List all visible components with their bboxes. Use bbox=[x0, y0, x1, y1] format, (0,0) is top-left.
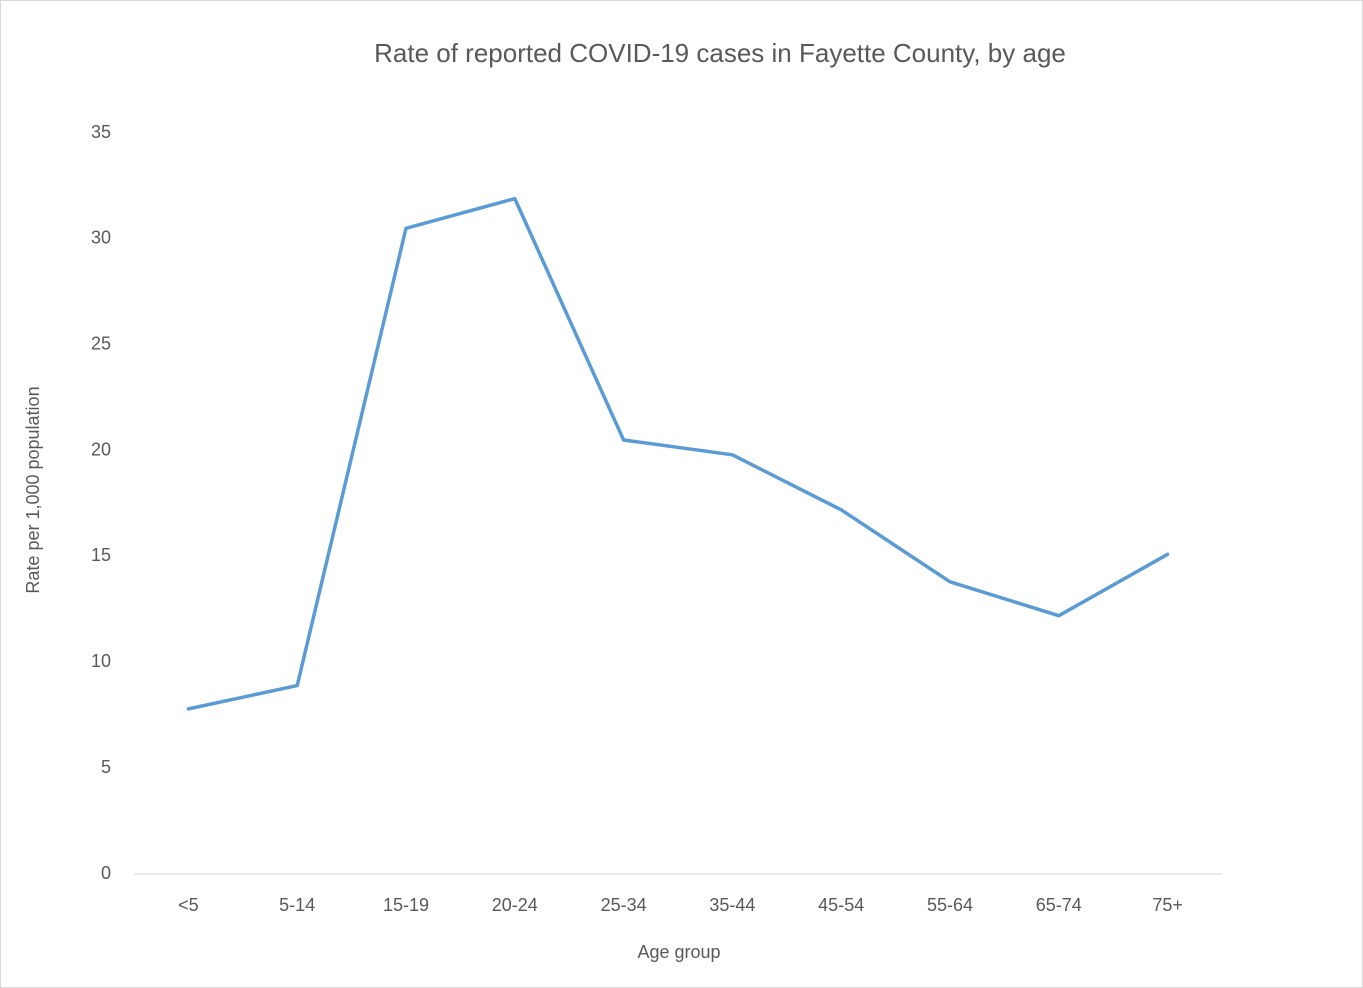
x-tick-label: 25-34 bbox=[601, 895, 647, 915]
x-tick-label: 20-24 bbox=[492, 895, 538, 915]
y-tick-label: 5 bbox=[101, 757, 111, 777]
y-tick-label: 35 bbox=[91, 122, 111, 142]
x-tick-label: 35-44 bbox=[709, 895, 755, 915]
x-tick-label: 5-14 bbox=[279, 895, 315, 915]
x-axis-label: Age group bbox=[637, 942, 720, 962]
y-tick-label: 0 bbox=[101, 863, 111, 883]
data-line bbox=[186, 196, 1170, 711]
x-tick-label: 65-74 bbox=[1036, 895, 1082, 915]
y-tick-label: 15 bbox=[91, 545, 111, 565]
y-axis-label: Rate per 1,000 population bbox=[23, 386, 43, 593]
x-tick-label: 55-64 bbox=[927, 895, 973, 915]
y-tick-label: 25 bbox=[91, 333, 111, 353]
chart-title: Rate of reported COVID-19 cases in Fayet… bbox=[374, 38, 1066, 68]
y-tick-label: 30 bbox=[91, 228, 111, 248]
x-tick-label: 45-54 bbox=[818, 895, 864, 915]
x-tick-label: <5 bbox=[178, 895, 199, 915]
x-tick-label: 15-19 bbox=[383, 895, 429, 915]
y-tick-label: 20 bbox=[91, 439, 111, 459]
x-tick-label: 75+ bbox=[1152, 895, 1183, 915]
y-tick-label: 10 bbox=[91, 651, 111, 671]
